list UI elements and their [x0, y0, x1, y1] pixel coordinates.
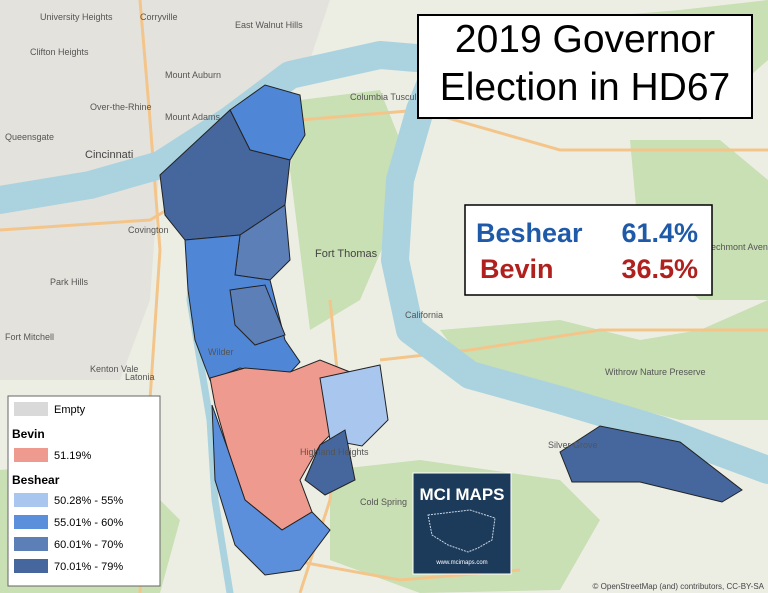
place-label: Mount Auburn	[165, 70, 221, 80]
place-label: California	[405, 310, 443, 320]
place-label: East Walnut Hills	[235, 20, 303, 30]
place-label: Queensgate	[5, 132, 54, 142]
candidate-name: Beshear	[476, 218, 583, 248]
place-label: Covington	[128, 225, 169, 235]
precincts	[159, 84, 743, 576]
place-label: Withrow Nature Preserve	[605, 367, 706, 377]
place-label: Beechmont Avenue Business District	[700, 242, 768, 252]
place-label: Wilder	[208, 347, 234, 357]
candidate-percent: 36.5%	[621, 254, 698, 284]
legend-label: 60.01% - 70%	[54, 539, 123, 551]
place-label: Highland Heights	[300, 447, 369, 457]
place-label: Fort Mitchell	[5, 332, 54, 342]
place-label: University Heights	[40, 12, 113, 22]
attribution: © OpenStreetMap (and) contributors, CC-B…	[593, 582, 765, 591]
legend-swatch	[14, 537, 48, 551]
legend-swatch	[14, 448, 48, 462]
legend-label: 50.28% - 55%	[54, 495, 123, 507]
legend-box	[7, 395, 161, 587]
title-line: Election in HD67	[440, 66, 730, 109]
legend-group: Beshear	[12, 473, 60, 487]
legend-label: 51.19%	[54, 450, 92, 462]
legend-swatch	[14, 559, 48, 573]
place-label: Cincinnati	[85, 149, 133, 161]
place-label: Over-the-Rhine	[90, 102, 152, 112]
urban-area	[0, 0, 330, 380]
legend-swatch	[14, 515, 48, 529]
place-label: Latonia	[125, 372, 155, 382]
place-label: Mount Adams	[165, 112, 221, 122]
legend-label: Empty	[54, 404, 86, 416]
place-label: Silver Grove	[548, 440, 598, 450]
place-labels: University Heights Corryville East Walnu…	[5, 12, 768, 507]
place-label: Corryville	[140, 12, 178, 22]
logo-usa	[427, 509, 496, 553]
title-box	[417, 14, 753, 119]
place-label: Fort Thomas	[315, 248, 378, 260]
legend-swatch	[14, 402, 48, 416]
results-box	[464, 204, 713, 296]
logo-name: MCI MAPS	[420, 485, 505, 504]
place-label: Park Hills	[50, 277, 89, 287]
legend: Empty Bevin 51.19% Beshear 50.28% - 55% …	[7, 395, 161, 587]
legend-swatch	[14, 493, 48, 507]
candidate-percent: 61.4%	[621, 218, 698, 248]
place-label: Kenton Vale	[90, 364, 138, 374]
logo: MCI MAPS www.mcimaps.com	[412, 472, 512, 575]
title-line: 2019 Governor	[455, 18, 715, 61]
legend-label: 70.01% - 79%	[54, 561, 123, 573]
legend-label: 55.01% - 60%	[54, 517, 123, 529]
place-label: Clifton Heights	[30, 47, 89, 57]
candidate-name: Bevin	[480, 254, 554, 284]
place-label: Cold Spring	[360, 497, 407, 507]
logo-url: www.mcimaps.com	[435, 560, 487, 566]
legend-group: Bevin	[12, 427, 45, 441]
place-label: Columbia Tusculum	[350, 92, 429, 102]
